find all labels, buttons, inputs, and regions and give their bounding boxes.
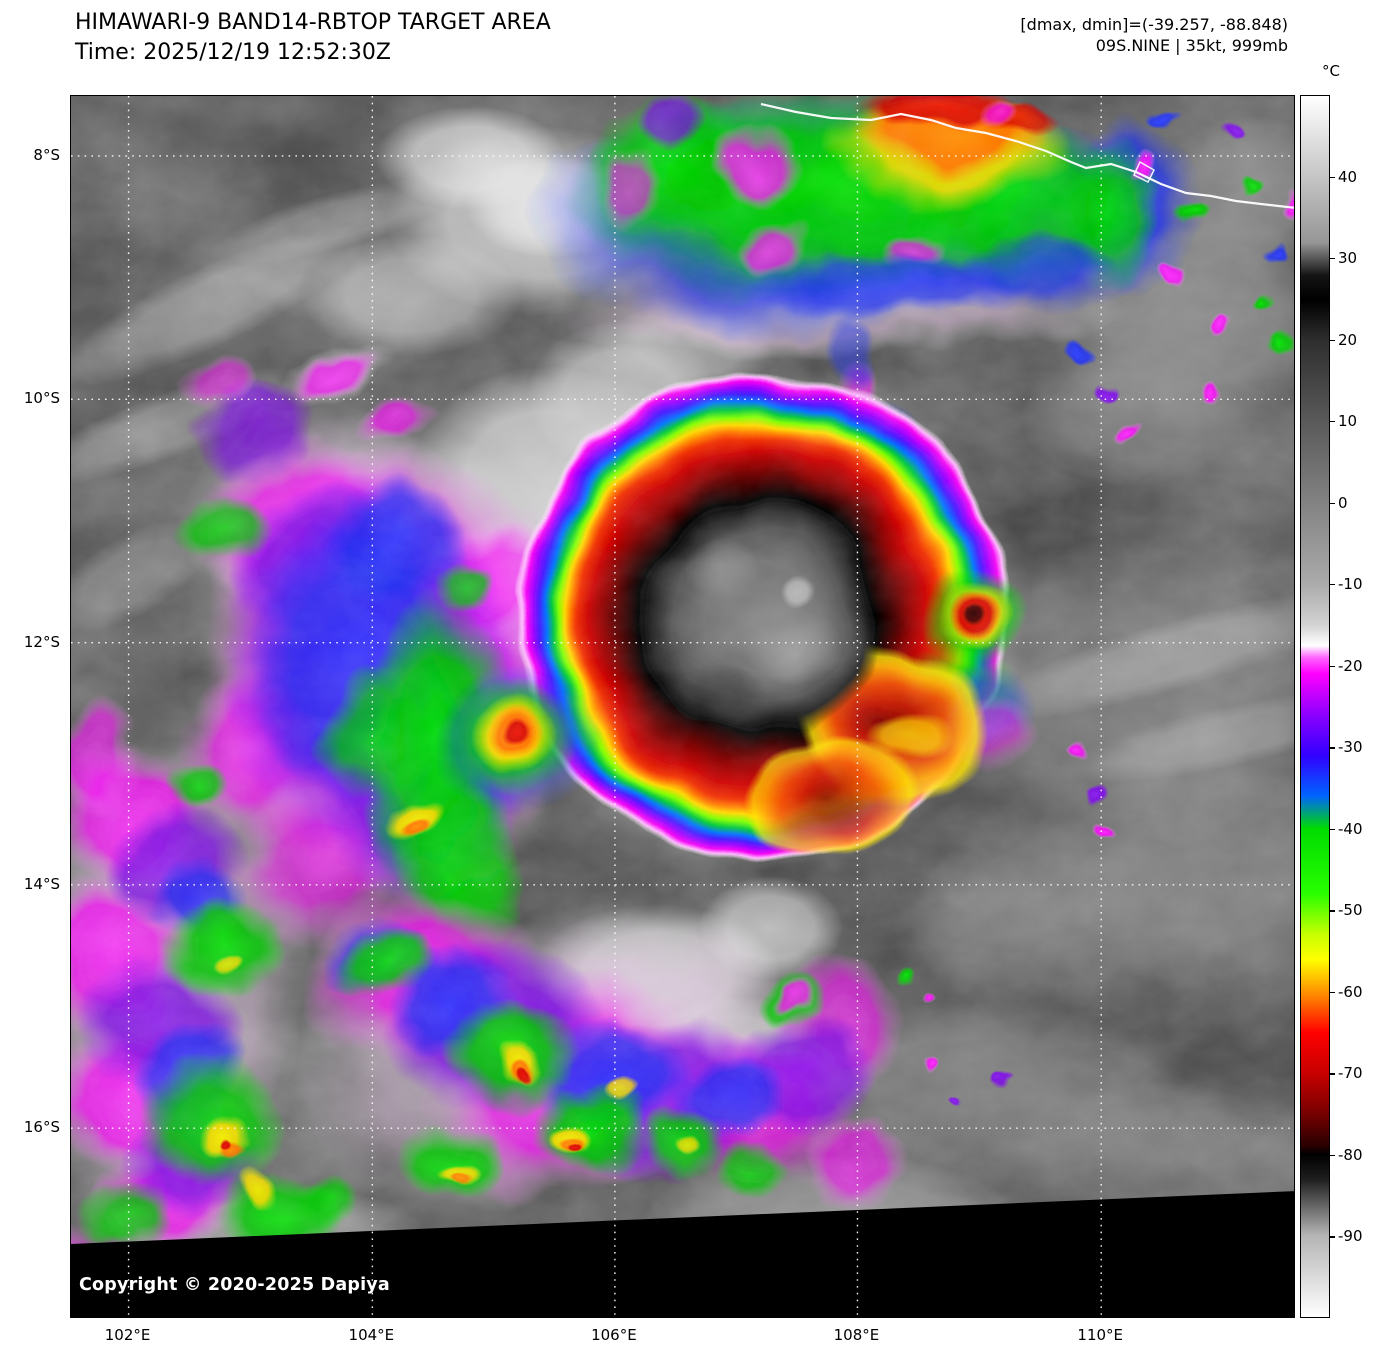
colorbar-tick-label: -10 [1329, 575, 1363, 594]
colorbar-tick-label: 30 [1328, 249, 1358, 268]
longitude-axis: 102°E 104°E 106°E 108°E 110°E [70, 1326, 1295, 1348]
colorbar-unit-label: °C [1322, 62, 1340, 80]
product-time: Time: 2025/12/19 12:52:30Z [75, 40, 391, 65]
colorbar-tick-label: 0 [1329, 493, 1348, 512]
latitude-tick-label: 8°S [33, 145, 60, 164]
longitude-tick-label: 110°E [1077, 1326, 1124, 1344]
latitude-tick-label: 16°S [23, 1118, 60, 1137]
colorbar-tick-label: -80 [1329, 1145, 1363, 1164]
colorbar-tick-label: -30 [1329, 738, 1363, 757]
colorbar-tick-label: -70 [1329, 1064, 1363, 1083]
colorbar-tick-label: -60 [1329, 982, 1363, 1001]
latitude-tick-label: 14°S [23, 874, 60, 893]
longitude-tick-label: 104°E [348, 1326, 395, 1344]
longitude-tick-label: 108°E [833, 1326, 880, 1344]
colorbar-tick-label: -50 [1329, 901, 1363, 920]
longitude-tick-label: 102°E [104, 1326, 151, 1344]
latitude-tick-label: 10°S [23, 389, 60, 408]
storm-id-readout: 09S.NINE | 35kt, 999mb [1095, 36, 1288, 55]
colorbar-ticks: 40 30 20 10 0 -10 -20 -30 -40 -50 -60 -70 -80 -90 [1328, 95, 1388, 1318]
copyright-watermark: Copyright © 2020-2025 Dapiya [79, 1275, 390, 1295]
header-readouts: [dmax, dmin]=(-39.257, -88.848) 09S.NINE… [1020, 14, 1288, 56]
colorbar-tick-label: 20 [1328, 330, 1358, 349]
header-block: HIMAWARI-9 BAND14-RBTOP TARGET AREA Time… [75, 8, 551, 68]
longitude-tick-label: 106°E [591, 1326, 637, 1344]
satellite-map: Copyright © 2020-2025 Dapiya [70, 95, 1295, 1318]
colorbar-tick-label: -40 [1329, 819, 1363, 838]
colorbar-tick-label: -90 [1329, 1227, 1363, 1246]
no-data-wedge [71, 1191, 1294, 1317]
dmax-dmin-readout: [dmax, dmin]=(-39.257, -88.848) [1020, 15, 1288, 34]
colorbar-tick-label: 10 [1328, 412, 1358, 431]
product-title: HIMAWARI-9 BAND14-RBTOP TARGET AREA [75, 10, 551, 35]
satellite-imagery [71, 96, 1294, 1317]
latitude-axis: 8°S 10°S 12°S 14°S 16°S [0, 95, 64, 1318]
colorbar [1300, 95, 1330, 1318]
fine-cloud-texture [71, 96, 1294, 1317]
colorbar-tick-label: 40 [1328, 167, 1358, 186]
grid-lines [71, 96, 1294, 1317]
island-outline [1133, 160, 1155, 184]
latitude-tick-label: 12°S [23, 632, 60, 651]
colorbar-tick-label: -20 [1329, 656, 1363, 675]
